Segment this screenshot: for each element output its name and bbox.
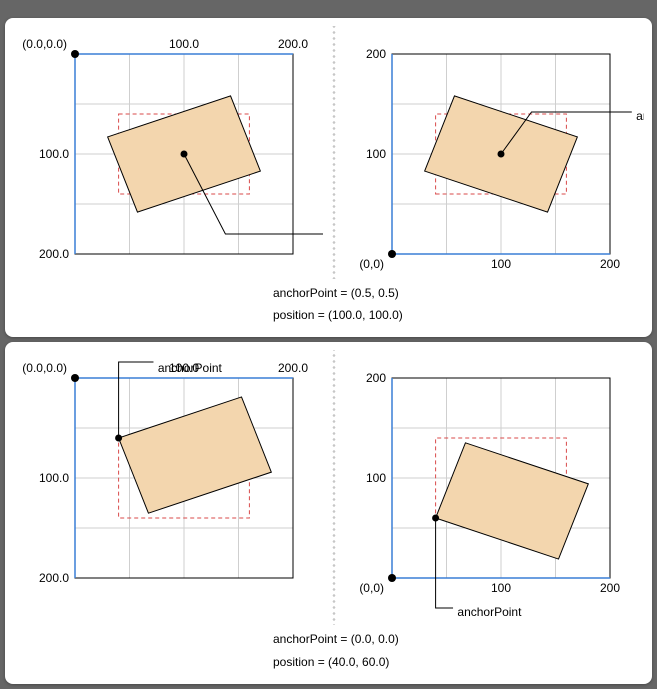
x-tick-label: 200 [600, 257, 620, 271]
y-tick-label: 100 [366, 147, 386, 161]
y-tick-label: 200.0 [39, 247, 69, 261]
layer-rotated-rect [119, 397, 272, 513]
y-tick-label: 100.0 [39, 147, 69, 161]
diagram-root: (0.0,0.0) 100.0 200.0 100.0 200.0 anchorPoint… [0, 0, 657, 684]
figure-bottom-left: (0.0,0.0)100.0200.0100.0200.0anchorPoint [13, 350, 323, 625]
x-tick-label: 200 [600, 581, 620, 595]
panel-bottom-row: (0.0,0.0)100.0200.0100.0200.0anchorPoint… [13, 350, 644, 625]
caption-top-line1: anchorPoint = (0.5, 0.5) [273, 285, 644, 301]
origin-label: (0,0) [359, 581, 384, 595]
x-tick-label: 100 [491, 581, 511, 595]
panel-top: (0.0,0.0) 100.0 200.0 100.0 200.0 anchorPoint… [5, 18, 652, 337]
panel-bottom: (0.0,0.0)100.0200.0100.0200.0anchorPoint… [5, 342, 652, 683]
x-tick-label: 200.0 [278, 361, 308, 375]
y-tick-label: 200 [366, 47, 386, 61]
layer-rotated-rect [436, 443, 589, 559]
y-tick-label: 100 [366, 471, 386, 485]
origin-dot [71, 374, 79, 382]
x-tick-label: 100.0 [169, 37, 199, 51]
callout-label: anchorPoint [158, 361, 223, 375]
y-tick-label: 200 [366, 371, 386, 385]
figure-svg: (0.0,0.0)100.0200.0100.0200.0anchorPoint [13, 350, 323, 598]
dotted-divider [327, 26, 341, 279]
callout-label: anchorPoint [457, 605, 522, 619]
figure-svg: (0,0) 100 200 100 200 anchorPoint [344, 26, 644, 276]
panel-top-row: (0.0,0.0) 100.0 200.0 100.0 200.0 anchorPoint… [13, 26, 644, 279]
figure-svg: (0,0) 100 200 100 200 anchorPoint [344, 350, 644, 622]
caption-top: anchorPoint = (0.5, 0.5) position = (100… [13, 285, 644, 323]
x-tick-label: 100 [491, 257, 511, 271]
figure-bottom-right: (0,0) 100 200 100 200 anchorPoint [344, 350, 644, 625]
origin-label: (0.0,0.0) [22, 37, 67, 51]
figure-top-right: (0,0) 100 200 100 200 anchorPoint [344, 26, 644, 279]
origin-label: (0.0,0.0) [22, 361, 67, 375]
origin-label: (0,0) [359, 257, 384, 271]
caption-top-line2: position = (100.0, 100.0) [273, 307, 644, 323]
y-tick-label: 100.0 [39, 471, 69, 485]
origin-dot [388, 574, 396, 582]
origin-dot [388, 250, 396, 258]
callout-line [119, 362, 154, 438]
y-tick-label: 200.0 [39, 571, 69, 585]
figure-top-left: (0.0,0.0)100.0200.0100.0200.0anchorPoint [13, 26, 323, 279]
figure-svg: (0.0,0.0)100.0200.0100.0200.0anchorPoint [13, 26, 323, 276]
caption-bottom: anchorPoint = (0.0, 0.0) position = (40.… [13, 631, 644, 669]
caption-bottom-line2: position = (40.0, 60.0) [273, 654, 644, 670]
dotted-divider [327, 350, 341, 625]
callout-label: anchorPoint [636, 109, 644, 123]
top-strip [0, 0, 657, 18]
origin-dot [71, 50, 79, 58]
caption-bottom-line1: anchorPoint = (0.0, 0.0) [273, 631, 644, 647]
x-tick-label: 200.0 [278, 37, 308, 51]
callout-line [436, 518, 453, 608]
